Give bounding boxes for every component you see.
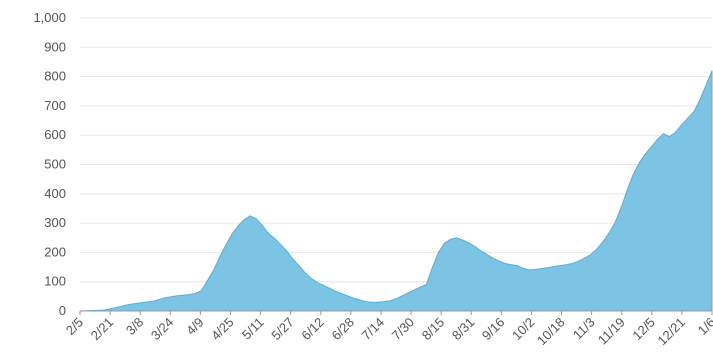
x-tick-label: 11/3 (570, 315, 598, 343)
y-tick-label: 600 (44, 127, 66, 142)
y-tick-labels: 0 100 200 300 400 500 600 700 800 900 1,000 (33, 10, 66, 318)
y-tick-label: 400 (44, 186, 66, 201)
x-tick-labels: 2/5 2/21 3/8 3/24 4/9 4/25 5/11 5/27 6/12 6/28 7/1… (63, 311, 713, 348)
gridlines (80, 17, 712, 312)
x-tick-label: 1/6 (695, 315, 713, 338)
x-tick-label: 10/2 (509, 315, 538, 344)
y-tick-label: 500 (44, 157, 66, 172)
x-tick-label: 2/5 (63, 315, 86, 338)
x-tick-label: 12/21 (654, 315, 688, 349)
x-tick-label: 10/18 (534, 315, 568, 349)
y-tick-label: 1,000 (33, 10, 66, 25)
x-tick-label: 5/27 (268, 315, 297, 344)
y-tick-label: 700 (44, 98, 66, 113)
x-tick-label: 3/24 (148, 315, 177, 344)
x-tick-label: 8/15 (419, 315, 448, 344)
y-tick-label: 200 (44, 244, 66, 259)
x-tick-label: 12/5 (629, 315, 658, 344)
y-tick-label: 100 (44, 274, 66, 289)
area-series (79, 70, 713, 312)
x-tick-label: 11/19 (595, 315, 628, 348)
x-tick-label: 5/11 (239, 315, 267, 343)
area-fill (79, 70, 713, 312)
y-tick-label: 900 (44, 39, 66, 54)
x-tick-label: 9/16 (479, 315, 508, 344)
x-tick-label: 7/14 (359, 315, 388, 344)
y-tick-label: 800 (44, 69, 66, 84)
x-tick-label: 4/9 (183, 315, 206, 338)
x-tick-label: 3/8 (123, 315, 146, 338)
y-tick-label: 0 (59, 303, 66, 318)
x-tick-label: 7/30 (389, 315, 418, 344)
x-tick-label: 6/28 (328, 315, 357, 344)
y-tick-label: 300 (44, 215, 66, 230)
x-tick-label: 8/31 (449, 315, 478, 344)
x-tick-label: 2/21 (88, 315, 117, 344)
x-tick-label: 6/12 (298, 315, 327, 344)
x-tick-label: 4/25 (208, 315, 237, 344)
